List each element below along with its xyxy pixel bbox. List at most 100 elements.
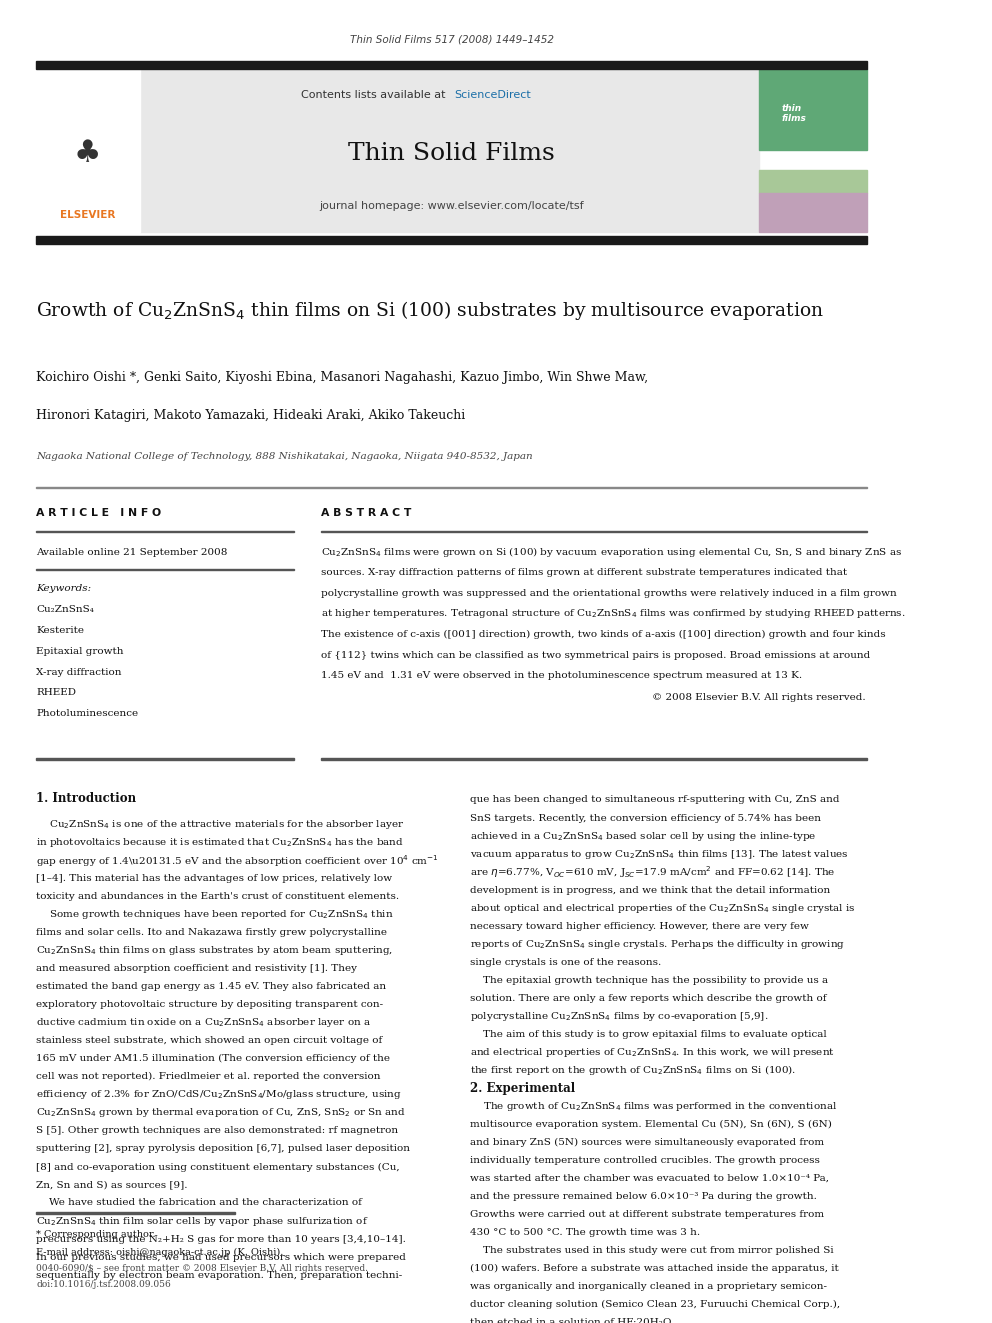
Text: (100) wafers. Before a substrate was attached inside the apparatus, it: (100) wafers. Before a substrate was att…	[470, 1263, 838, 1273]
Text: estimated the band gap energy as 1.45 eV. They also fabricated an: estimated the band gap energy as 1.45 eV…	[36, 983, 386, 991]
Text: Cu$_2$ZnSnS$_4$ films were grown on Si (100) by vacuum evaporation using element: Cu$_2$ZnSnS$_4$ films were grown on Si (…	[320, 545, 902, 560]
Text: A B S T R A C T: A B S T R A C T	[320, 508, 411, 517]
Bar	[36, 531, 294, 532]
Text: Growth of Cu$_2$ZnSnS$_4$ thin films on Si (100) substrates by multisource evapo: Growth of Cu$_2$ZnSnS$_4$ thin films on …	[36, 299, 824, 321]
Text: gap energy of 1.4\u20131.5 eV and the absorption coefficient over 10$^4$ cm$^{-1: gap energy of 1.4\u20131.5 eV and the ab…	[36, 853, 439, 869]
Text: 430 °C to 500 °C. The growth time was 3 h.: 430 °C to 500 °C. The growth time was 3 …	[470, 1228, 700, 1237]
Text: journal homepage: www.elsevier.com/locate/tsf: journal homepage: www.elsevier.com/locat…	[319, 201, 584, 212]
Text: are $\eta$=6.77%, V$_{OC}$=610 mV, J$_{SC}$=17.9 mA/cm$^2$ and FF=0.62 [14]. The: are $\eta$=6.77%, V$_{OC}$=610 mV, J$_{S…	[470, 864, 835, 880]
Bar	[36, 1212, 235, 1213]
Text: and measured absorption coefficient and resistivity [1]. They: and measured absorption coefficient and …	[36, 964, 357, 974]
Text: ductor cleaning solution (Semico Clean 23, Furuuchi Chemical Corp.),: ductor cleaning solution (Semico Clean 2…	[470, 1299, 840, 1308]
Text: about optical and electrical properties of the Cu$_2$ZnSnS$_4$ single crystal is: about optical and electrical properties …	[470, 901, 855, 914]
Text: stainless steel substrate, which showed an open circuit voltage of: stainless steel substrate, which showed …	[36, 1036, 382, 1045]
Text: then etched in a solution of HF:20H₂O.: then etched in a solution of HF:20H₂O.	[470, 1318, 674, 1323]
Bar	[36, 69, 140, 233]
Text: necessary toward higher efficiency. However, there are very few: necessary toward higher efficiency. Howe…	[470, 922, 808, 930]
Text: 1. Introduction: 1. Introduction	[36, 792, 136, 806]
Text: Thin Solid Films: Thin Solid Films	[348, 143, 556, 165]
Text: Cu$_2$ZnSnS$_4$ thin film solar cells by vapor phase sulfurization of: Cu$_2$ZnSnS$_4$ thin film solar cells by…	[36, 1215, 369, 1228]
Text: Cu$_2$ZnSnS$_4$ grown by thermal evaporation of Cu, ZnS, SnS$_2$ or Sn and: Cu$_2$ZnSnS$_4$ grown by thermal evapora…	[36, 1106, 406, 1119]
Text: sequentially by electron beam evaporation. Then, preparation techni-: sequentially by electron beam evaporatio…	[36, 1270, 403, 1279]
Bar	[36, 237, 867, 243]
Text: [1–4]. This material has the advantages of low prices, relatively low: [1–4]. This material has the advantages …	[36, 875, 392, 884]
Text: que has been changed to simultaneous rf-sputtering with Cu, ZnS and: que has been changed to simultaneous rf-…	[470, 795, 839, 804]
Text: solution. There are only a few reports which describe the growth of: solution. There are only a few reports w…	[470, 994, 826, 1003]
Text: 165 mV under AM1.5 illumination (The conversion efficiency of the: 165 mV under AM1.5 illumination (The con…	[36, 1054, 390, 1064]
Text: reports of Cu$_2$ZnSnS$_4$ single crystals. Perhaps the difficulty in growing: reports of Cu$_2$ZnSnS$_4$ single crysta…	[470, 938, 845, 950]
Text: was organically and inorganically cleaned in a proprietary semicon-: was organically and inorganically cleane…	[470, 1282, 826, 1291]
Text: E-mail address: oishi@nagaoka-ct.ac.jp (K. Oishi).: E-mail address: oishi@nagaoka-ct.ac.jp (…	[36, 1249, 284, 1257]
Text: ELSEVIER: ELSEVIER	[60, 210, 115, 221]
Text: 2. Experimental: 2. Experimental	[470, 1082, 575, 1094]
Text: was started after the chamber was evacuated to below 1.0×10⁻⁴ Pa,: was started after the chamber was evacua…	[470, 1174, 828, 1183]
Text: Zn, Sn and S) as sources [9].: Zn, Sn and S) as sources [9].	[36, 1180, 187, 1189]
Text: ductive cadmium tin oxide on a Cu$_2$ZnSnS$_4$ absorber layer on a: ductive cadmium tin oxide on a Cu$_2$ZnS…	[36, 1016, 371, 1029]
Text: The epitaxial growth technique has the possibility to provide us a: The epitaxial growth technique has the p…	[470, 975, 828, 984]
Text: RHEED: RHEED	[36, 688, 76, 697]
Text: The aim of this study is to grow epitaxial films to evaluate optical: The aim of this study is to grow epitaxi…	[470, 1029, 826, 1039]
Text: Cu₂ZnSnS₄: Cu₂ZnSnS₄	[36, 605, 94, 614]
Text: vacuum apparatus to grow Cu$_2$ZnSnS$_4$ thin films [13]. The latest values: vacuum apparatus to grow Cu$_2$ZnSnS$_4$…	[470, 848, 848, 860]
Text: The existence of c-axis ([001] direction) growth, two kinds of a-axis ([100] dir: The existence of c-axis ([001] direction…	[320, 630, 885, 639]
Text: © 2008 Elsevier B.V. All rights reserved.: © 2008 Elsevier B.V. All rights reserved…	[652, 693, 865, 703]
Text: of {112} twins which can be classified as two symmetrical pairs is proposed. Bro: of {112} twins which can be classified a…	[320, 651, 870, 660]
Text: polycrystalline Cu$_2$ZnSnS$_4$ films by co-evaporation [5,9].: polycrystalline Cu$_2$ZnSnS$_4$ films by…	[470, 1009, 768, 1023]
Text: Thin Solid Films 517 (2008) 1449–1452: Thin Solid Films 517 (2008) 1449–1452	[350, 34, 554, 44]
Text: achieved in a Cu$_2$ZnSnS$_4$ based solar cell by using the inline-type: achieved in a Cu$_2$ZnSnS$_4$ based sola…	[470, 830, 816, 843]
Text: Photoluminescence: Photoluminescence	[36, 709, 138, 718]
Text: multisource evaporation system. Elemental Cu (5N), Sn (6N), S (6N): multisource evaporation system. Elementa…	[470, 1119, 831, 1129]
Bar	[759, 69, 867, 149]
Text: at higher temperatures. Tetragonal structure of Cu$_2$ZnSnS$_4$ films was confir: at higher temperatures. Tetragonal struc…	[320, 607, 905, 620]
Text: the first report on the growth of Cu$_2$ZnSnS$_4$ films on Si (100).: the first report on the growth of Cu$_2$…	[470, 1064, 796, 1077]
Text: 1.45 eV and  1.31 eV were observed in the photoluminescence spectrum measured at: 1.45 eV and 1.31 eV were observed in the…	[320, 671, 802, 680]
Text: films and solar cells. Ito and Nakazawa firstly grew polycrystalline: films and solar cells. Ito and Nakazawa …	[36, 929, 387, 938]
Text: * Corresponding author.: * Corresponding author.	[36, 1230, 156, 1240]
Text: toxicity and abundances in the Earth's crust of constituent elements.: toxicity and abundances in the Earth's c…	[36, 892, 399, 901]
Text: thin
films: thin films	[782, 103, 806, 123]
Text: Cu$_2$ZnSnS$_4$ is one of the attractive materials for the absorber layer: Cu$_2$ZnSnS$_4$ is one of the attractive…	[36, 819, 405, 831]
Text: development is in progress, and we think that the detail information: development is in progress, and we think…	[470, 885, 830, 894]
Bar	[36, 487, 867, 488]
Text: and the pressure remained below 6.0×10⁻³ Pa during the growth.: and the pressure remained below 6.0×10⁻³…	[470, 1192, 816, 1201]
Text: cell was not reported). Friedlmeier et al. reported the conversion: cell was not reported). Friedlmeier et a…	[36, 1073, 381, 1081]
Text: The substrates used in this study were cut from mirror polished Si: The substrates used in this study were c…	[470, 1246, 833, 1254]
Text: Growths were carried out at different substrate temperatures from: Growths were carried out at different su…	[470, 1209, 824, 1218]
Text: polycrystalline growth was suppressed and the orientational growths were relativ: polycrystalline growth was suppressed an…	[320, 589, 897, 598]
Text: ScienceDirect: ScienceDirect	[454, 90, 531, 101]
Text: Kesterite: Kesterite	[36, 626, 84, 635]
Text: The growth of Cu$_2$ZnSnS$_4$ films was performed in the conventional: The growth of Cu$_2$ZnSnS$_4$ films was …	[470, 1099, 837, 1113]
Text: and binary ZnS (5N) sources were simultaneously evaporated from: and binary ZnS (5N) sources were simulta…	[470, 1138, 824, 1147]
Text: [8] and co-evaporation using constituent elementary substances (Cu,: [8] and co-evaporation using constituent…	[36, 1163, 400, 1172]
Bar	[759, 193, 867, 233]
Text: We have studied the fabrication and the characterization of: We have studied the fabrication and the …	[36, 1199, 362, 1208]
Text: Koichiro Oishi *, Genki Saito, Kiyoshi Ebina, Masanori Nagahashi, Kazuo Jimbo, W: Koichiro Oishi *, Genki Saito, Kiyoshi E…	[36, 370, 648, 384]
Text: A R T I C L E   I N F O: A R T I C L E I N F O	[36, 508, 162, 517]
Text: Epitaxial growth: Epitaxial growth	[36, 647, 124, 656]
Bar	[759, 169, 867, 193]
Text: In our previous studies, we had used precursors which were prepared: In our previous studies, we had used pre…	[36, 1253, 406, 1262]
Text: Nagaoka National College of Technology, 888 Nishikatakai, Nagaoka, Niigata 940-8: Nagaoka National College of Technology, …	[36, 452, 533, 462]
Text: Available online 21 September 2008: Available online 21 September 2008	[36, 548, 227, 557]
Text: single crystals is one of the reasons.: single crystals is one of the reasons.	[470, 958, 661, 967]
Text: SnS targets. Recently, the conversion efficiency of 5.74% has been: SnS targets. Recently, the conversion ef…	[470, 814, 820, 823]
Text: and electrical properties of Cu$_2$ZnSnS$_4$. In this work, we will present: and electrical properties of Cu$_2$ZnSnS…	[470, 1045, 834, 1058]
Text: Hironori Katagiri, Makoto Yamazaki, Hideaki Araki, Akiko Takeuchi: Hironori Katagiri, Makoto Yamazaki, Hide…	[36, 409, 465, 422]
Text: individually temperature controlled crucibles. The growth process: individually temperature controlled cruc…	[470, 1156, 819, 1164]
Text: precursors using the N₂+H₂ S gas for more than 10 years [3,4,10–14].: precursors using the N₂+H₂ S gas for mor…	[36, 1234, 406, 1244]
Text: doi:10.1016/j.tsf.2008.09.056: doi:10.1016/j.tsf.2008.09.056	[36, 1279, 171, 1289]
Text: in photovoltaics because it is estimated that Cu$_2$ZnSnS$_4$ has the band: in photovoltaics because it is estimated…	[36, 836, 404, 849]
Text: sputtering [2], spray pyrolysis deposition [6,7], pulsed laser deposition: sputtering [2], spray pyrolysis depositi…	[36, 1144, 410, 1154]
Bar	[36, 61, 867, 69]
Bar	[36, 569, 294, 570]
Text: S [5]. Other growth techniques are also demonstrated: rf magnetron: S [5]. Other growth techniques are also …	[36, 1126, 398, 1135]
Text: Some growth techniques have been reported for Cu$_2$ZnSnS$_4$ thin: Some growth techniques have been reporte…	[36, 909, 394, 921]
Bar	[36, 758, 294, 759]
Bar	[140, 69, 759, 233]
Text: Keywords:: Keywords:	[36, 583, 91, 593]
Text: sources. X-ray diffraction patterns of films grown at different substrate temper: sources. X-ray diffraction patterns of f…	[320, 568, 847, 577]
Text: X-ray diffraction: X-ray diffraction	[36, 668, 122, 676]
Text: Contents lists available at: Contents lists available at	[301, 90, 449, 101]
Text: efficiency of 2.3% for ZnO/CdS/Cu$_2$ZnSnS$_4$/Mo/glass structure, using: efficiency of 2.3% for ZnO/CdS/Cu$_2$ZnS…	[36, 1089, 402, 1102]
Text: ♣: ♣	[74, 139, 101, 168]
